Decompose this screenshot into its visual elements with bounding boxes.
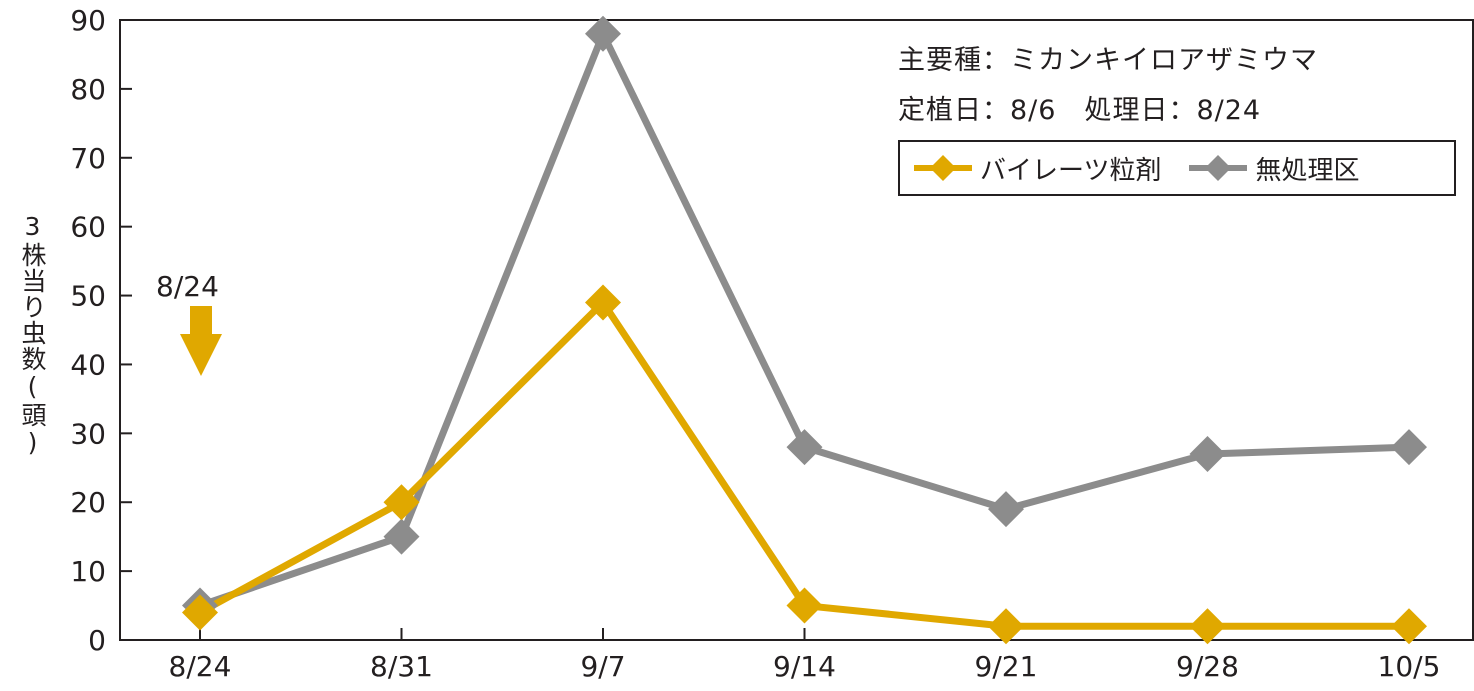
plot-frame [119, 19, 1474, 641]
y-tick-label: 20 [70, 486, 106, 519]
series-2-point [988, 491, 1024, 528]
series-2-point [383, 518, 420, 555]
y-tick-label: 60 [70, 211, 106, 244]
y-tick-label: 40 [70, 348, 106, 381]
legend-swatch-series-2 [1189, 155, 1248, 181]
series-2-point [585, 15, 621, 52]
series-markers [182, 15, 1427, 645]
legend-label-series-1: バイレーツ粒剤 [980, 155, 1162, 186]
series-1-point [383, 484, 420, 521]
y-axis-label: 3株当り虫数(頭) [18, 212, 47, 458]
series-1-point [786, 587, 823, 624]
series-1-point [585, 284, 621, 321]
treatment-date-label: 8/24 [156, 270, 219, 303]
series-2-point [1391, 429, 1427, 466]
legend-swatch-series-1 [914, 155, 972, 181]
x-tick-label: 9/21 [975, 650, 1038, 683]
x-tick-label: 9/14 [773, 650, 836, 683]
y-tick-label: 50 [70, 280, 106, 313]
y-tick-label: 70 [70, 142, 106, 175]
legend-item-series-1: バイレーツ粒剤 [912, 150, 1161, 187]
y-tick-label: 90 [70, 4, 106, 37]
species-annotation: 主要種：ミカンキイロアザミウマ [898, 45, 1318, 76]
y-tick-label: 0 [88, 624, 106, 657]
legend-item-series-2: 無処理区 [1187, 150, 1360, 187]
series-2-point [1189, 436, 1226, 472]
y-tick-label: 80 [70, 73, 106, 106]
x-tick-label: 8/31 [370, 650, 433, 683]
x-axis-ticks: 8/24 8/31 9/7 9/14 9/21 9/28 10/5 [169, 628, 1441, 683]
series-1-point [182, 594, 218, 631]
legend: バイレーツ粒剤 無処理区 [898, 140, 1456, 196]
axes [119, 19, 1474, 641]
series-1-point [1391, 608, 1427, 645]
y-tick-label: 30 [70, 417, 106, 450]
x-tick-label: 9/28 [1176, 650, 1239, 683]
series-1-point [988, 608, 1024, 645]
dates-annotation: 定植日：8/6 処理日：8/24 [898, 95, 1262, 126]
y-tick-label: 10 [70, 555, 106, 588]
treatment-arrow-icon [180, 306, 222, 376]
series-1-point [1189, 608, 1226, 645]
x-tick-label: 8/24 [169, 650, 232, 683]
x-tick-label: 10/5 [1378, 650, 1441, 683]
legend-label-series-2: 無処理区 [1255, 155, 1360, 186]
y-axis-ticks: 0 10 20 30 40 50 60 70 80 90 [70, 4, 132, 657]
series-2-point [786, 429, 823, 466]
x-tick-label: 9/7 [580, 650, 625, 683]
